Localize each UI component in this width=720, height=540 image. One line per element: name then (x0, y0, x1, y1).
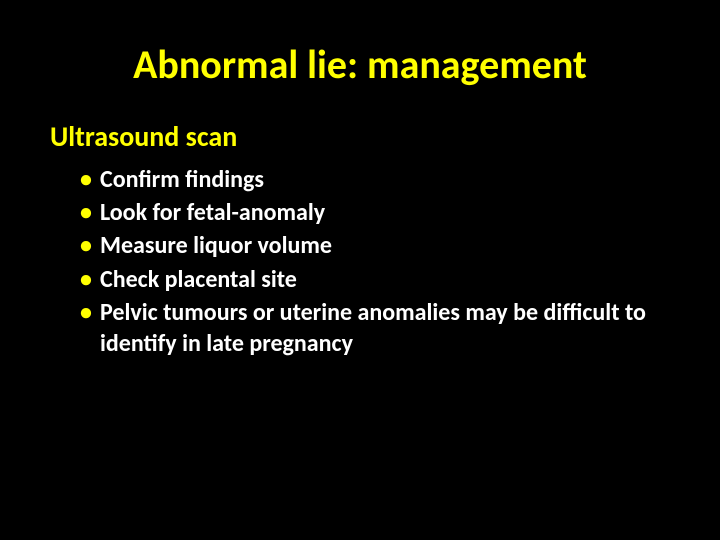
slide-subtitle: Ultrasound scan (50, 119, 670, 154)
bullet-item: Confirm findings (80, 164, 670, 195)
slide-container: Abnormal lie: management Ultrasound scan… (0, 0, 720, 540)
bullet-item: Pelvic tumours or uterine anomalies may … (80, 297, 670, 359)
bullet-item: Measure liquor volume (80, 230, 670, 261)
bullet-list: Confirm findings Look for fetal-anomaly … (80, 164, 670, 359)
bullet-item: Check placental site (80, 264, 670, 295)
bullet-item: Look for fetal-anomaly (80, 197, 670, 228)
slide-title: Abnormal lie: management (50, 40, 670, 89)
